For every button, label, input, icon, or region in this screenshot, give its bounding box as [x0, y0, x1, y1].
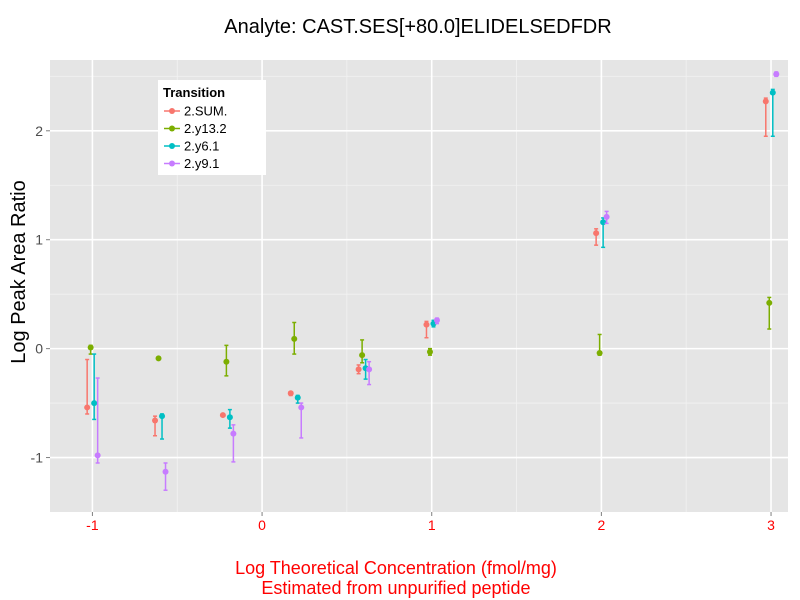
legend-key-point	[169, 108, 175, 114]
data-point	[298, 404, 305, 411]
x-tick-label: 2	[597, 517, 605, 533]
data-point	[355, 366, 362, 373]
legend-background	[158, 80, 266, 175]
x-axis-label-line2: Estimated from unpurified peptide	[261, 578, 530, 598]
chart-title: Analyte: CAST.SES[+80.0]ELIDELSEDFDR	[224, 16, 611, 38]
data-point	[596, 349, 603, 356]
data-point	[600, 219, 607, 226]
y-axis: -1 0 1 2	[31, 123, 50, 466]
data-point	[159, 413, 166, 420]
data-point	[762, 98, 769, 105]
data-point	[366, 366, 373, 373]
data-marks	[84, 71, 780, 491]
data-point	[291, 335, 298, 342]
legend-key-point	[169, 125, 175, 132]
x-tick-label: 3	[767, 517, 775, 533]
x-tick-label: -1	[86, 517, 99, 533]
data-point	[593, 230, 600, 237]
data-point	[423, 321, 430, 328]
data-point	[433, 317, 440, 324]
data-point	[766, 299, 773, 306]
y-tick-label: 2	[35, 123, 43, 139]
y-axis-label: Log Peak Area Ratio	[8, 180, 30, 363]
x-axis: -1 0 1 2 3	[86, 512, 775, 533]
data-point	[294, 394, 301, 401]
data-point	[226, 414, 233, 421]
legend-label: 2.y9.1	[184, 156, 219, 171]
x-tick-label: 1	[428, 517, 436, 533]
data-point	[359, 352, 366, 359]
data-point	[426, 348, 433, 355]
data-point	[91, 400, 98, 407]
y-tick-label: 1	[35, 232, 43, 248]
data-point	[94, 452, 101, 459]
x-axis-label-line1: Log Theoretical Concentration (fmol/mg)	[235, 558, 557, 578]
grid-major	[50, 60, 788, 512]
y-tick-label: 0	[35, 341, 43, 357]
legend: Transition 2.SUM. 2.y13.2 2.y6.1 2.y9.1	[158, 80, 266, 175]
data-point	[155, 355, 162, 362]
legend-key-point	[169, 160, 175, 167]
data-point	[162, 468, 169, 475]
data-point	[84, 404, 91, 411]
data-point	[219, 412, 226, 419]
data-point	[603, 213, 610, 220]
legend-label: 2.SUM.	[184, 104, 227, 119]
x-tick-label: 0	[258, 517, 266, 533]
data-point	[773, 71, 780, 78]
data-point	[152, 417, 159, 424]
legend-key-point	[169, 143, 175, 149]
legend-label: 2.y6.1	[184, 139, 219, 154]
data-point	[87, 344, 94, 351]
data-point	[769, 89, 776, 96]
legend-label: 2.y13.2	[184, 121, 227, 136]
data-point	[287, 390, 294, 397]
data-point	[223, 358, 230, 365]
legend-title: Transition	[163, 85, 225, 100]
y-tick-label: -1	[31, 450, 44, 466]
data-point	[230, 430, 237, 437]
